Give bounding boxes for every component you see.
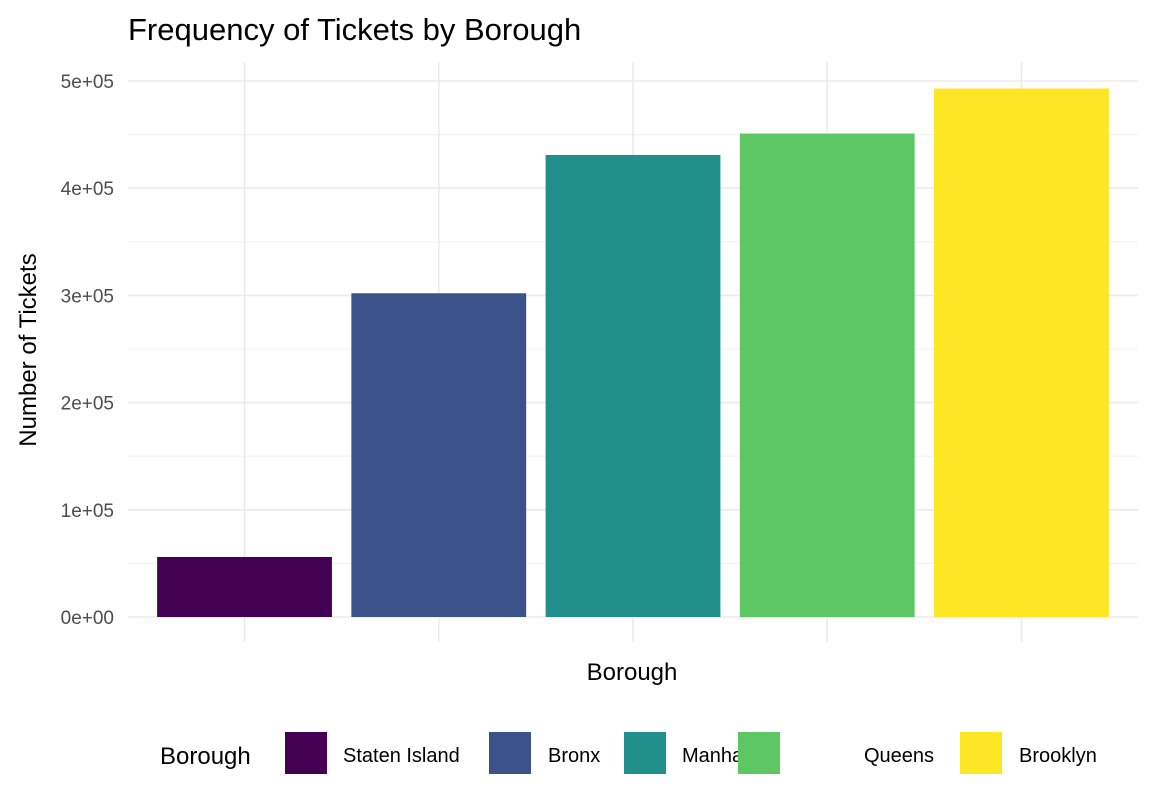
legend-key [624,732,666,774]
y-tick-label: 1e+05 [61,501,114,522]
legend: Borough Staten Island Bronx Manhattan Queen… [160,732,1097,774]
chart-title: Frequency of Tickets by Borough [128,12,581,47]
legend-label: Brooklyn [1019,745,1097,767]
legend-key [960,732,1002,774]
legend-label: Staten Island [343,745,460,767]
y-tick-label: 4e+05 [61,179,114,200]
y-tick-label: 2e+05 [61,394,114,415]
y-axis-ticks: 0e+00 1e+05 2e+05 3e+05 4e+05 5e+05 [61,72,114,629]
bar [157,556,332,617]
legend-label: Bronx [548,745,600,767]
x-axis-title: Borough [587,659,678,686]
y-axis-title: Number of Tickets [15,253,42,446]
bar [545,154,721,617]
bar [351,293,527,617]
bar [739,133,915,617]
legend-label: Queens [864,745,934,767]
y-tick-label: 3e+05 [61,286,114,307]
legend-key [285,732,327,774]
y-tick-label: 5e+05 [61,72,114,93]
bar [934,88,1109,617]
legend-key [489,732,531,774]
bars [157,88,1109,617]
y-tick-label: 0e+00 [61,608,114,629]
legend-title: Borough [160,743,251,770]
legend-key [738,732,780,774]
